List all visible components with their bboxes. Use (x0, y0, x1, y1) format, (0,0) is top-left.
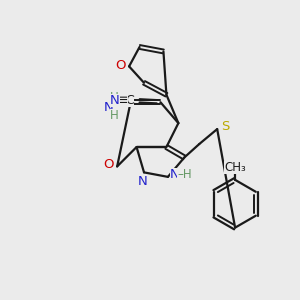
Text: ≡: ≡ (117, 94, 128, 106)
Text: CH₃: CH₃ (224, 161, 246, 174)
Text: O: O (103, 158, 114, 171)
Text: N: N (138, 176, 147, 188)
Text: C: C (125, 94, 134, 106)
Text: N: N (104, 101, 114, 114)
Text: –H: –H (177, 168, 192, 181)
Text: H: H (110, 109, 118, 122)
Text: N: N (110, 94, 120, 106)
Text: S: S (221, 120, 230, 133)
Text: O: O (116, 59, 126, 72)
Text: N: N (170, 168, 180, 181)
Text: H: H (110, 91, 118, 104)
